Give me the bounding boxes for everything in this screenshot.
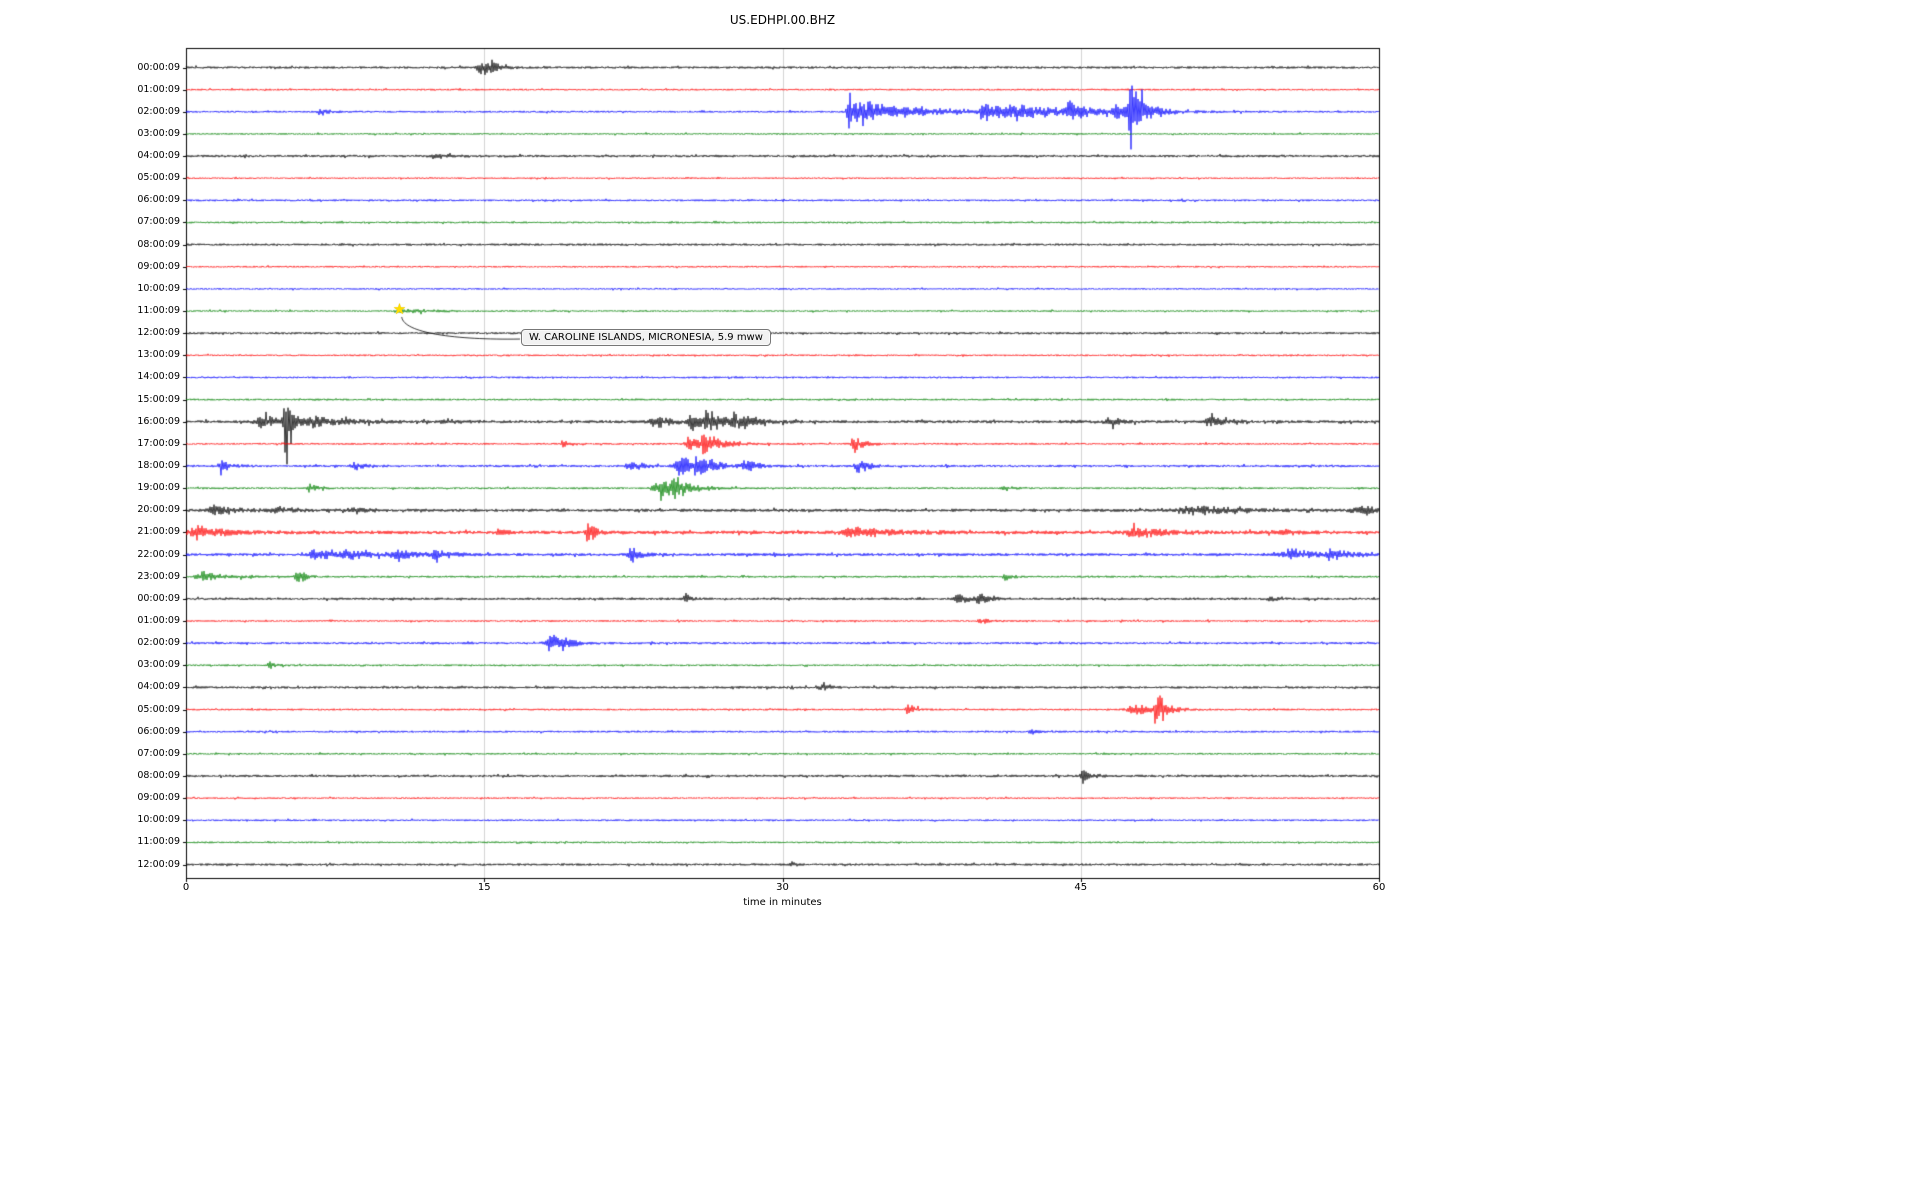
y-axis-label: 22:00:09 (137, 548, 180, 560)
y-axis-label: 09:00:09 (137, 260, 180, 272)
y-axis-label: 20:00:09 (137, 504, 180, 516)
y-axis-label: 16:00:09 (137, 415, 180, 427)
y-axis-label: 07:00:09 (137, 216, 180, 228)
y-axis-label: 10:00:09 (137, 814, 180, 826)
x-axis-tick-label: 45 (1074, 882, 1088, 893)
y-axis-label: 05:00:09 (137, 703, 180, 715)
y-axis-label: 07:00:09 (137, 747, 180, 759)
y-axis-label: 04:00:09 (137, 150, 180, 162)
y-axis-label: 00:00:09 (137, 61, 180, 73)
y-axis-label: 06:00:09 (137, 725, 180, 737)
y-axis-label: 14:00:09 (137, 371, 180, 383)
y-axis-label: 23:00:09 (137, 570, 180, 582)
x-axis-tick-label: 60 (1372, 882, 1386, 893)
y-axis-label: 01:00:09 (137, 615, 180, 626)
event-annotation-label: W. CAROLINE ISLANDS, MICRONESIA, 5.9 mww (521, 329, 771, 346)
y-axis-label: 11:00:09 (137, 836, 180, 848)
event-star-icon: ★ (392, 300, 407, 319)
y-axis-label: 00:00:09 (137, 592, 180, 604)
y-axis-label: 03:00:09 (137, 127, 180, 139)
y-axis-label: 08:00:09 (137, 238, 180, 250)
x-axis-tick-label: 15 (477, 882, 491, 893)
y-axis-label: 15:00:09 (137, 393, 180, 405)
y-axis-label: 02:00:09 (137, 637, 180, 649)
y-axis-label: 11:00:09 (137, 305, 180, 317)
y-axis-label: 09:00:09 (137, 792, 180, 804)
y-axis-label: 08:00:09 (137, 769, 180, 781)
x-axis-tick-label: 30 (776, 882, 789, 893)
y-axis-label: 01:00:09 (137, 83, 180, 95)
y-axis-label: 06:00:09 (137, 194, 180, 206)
x-axis-title: time in minutes (743, 897, 822, 908)
y-axis-label: 13:00:09 (137, 349, 180, 361)
y-axis-label: 03:00:09 (137, 659, 180, 671)
chart-title: US.EDHPI.00.BHZ (729, 13, 836, 27)
y-axis-label: 02:00:09 (137, 105, 180, 117)
y-axis-label: 18:00:09 (137, 460, 180, 472)
x-axis-tick-label: 0 (182, 882, 190, 893)
y-axis-label: 19:00:09 (137, 482, 180, 494)
y-axis-label: 12:00:09 (137, 858, 180, 870)
y-axis-label: 12:00:09 (137, 327, 180, 339)
y-axis-label: 05:00:09 (137, 172, 180, 184)
y-axis-label: 04:00:09 (137, 681, 180, 693)
y-axis-label: 10:00:09 (137, 282, 180, 294)
y-axis-label: 21:00:09 (137, 526, 180, 538)
y-axis-label: 17:00:09 (137, 437, 180, 449)
